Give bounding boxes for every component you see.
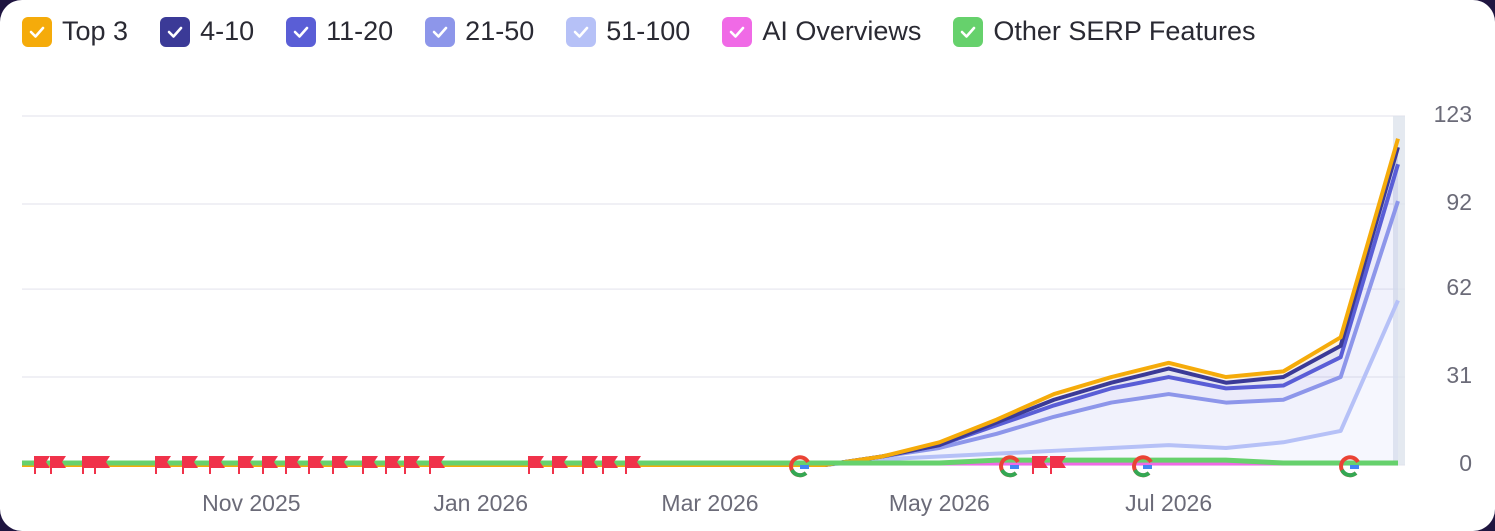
event-flag: [155, 456, 171, 474]
event-flag: [50, 456, 66, 474]
event-flag: [625, 456, 641, 474]
google-update-icon: [999, 455, 1020, 478]
y-tick-label: 31: [1446, 362, 1472, 388]
check-icon: [29, 26, 45, 38]
event-flag: [94, 456, 110, 474]
legend-item[interactable]: AI Overviews: [722, 16, 921, 47]
x-tick-label: Jul 2026: [1125, 490, 1212, 516]
x-tick-label: Mar 2026: [661, 490, 758, 516]
legend-checkbox[interactable]: [425, 16, 456, 47]
event-flag: [285, 456, 301, 474]
legend-label: 51-100: [606, 16, 691, 46]
event-flag: [1050, 456, 1066, 474]
google-update-icon: [1339, 455, 1360, 478]
event-flag: [552, 456, 568, 474]
check-icon: [167, 26, 183, 38]
event-flag: [308, 456, 324, 474]
event-flag: [582, 456, 598, 474]
legend-checkbox[interactable]: [160, 16, 191, 47]
y-tick-label: 62: [1446, 274, 1472, 300]
legend-checkbox[interactable]: [566, 16, 597, 47]
check-icon: [961, 26, 976, 38]
legend-item[interactable]: Other SERP Features: [953, 16, 1255, 47]
event-flag: [404, 456, 420, 474]
legend-label: 4-10: [200, 16, 255, 46]
google-arc: [1000, 468, 1018, 478]
legend-label: AI Overviews: [762, 16, 922, 46]
google-arc: [1133, 468, 1151, 478]
legend-item[interactable]: 21-50: [425, 16, 534, 47]
legend-checkbox[interactable]: [286, 16, 317, 47]
event-flag: [362, 456, 378, 474]
x-tick-label: Nov 2025: [202, 490, 300, 516]
event-flag: [238, 456, 254, 474]
y-tick-label: 123: [1434, 101, 1472, 127]
event-flag: [429, 456, 445, 474]
event-flag: [182, 456, 198, 474]
legend: Top 3 4-10 11-20 21-50 51-100 AI Overviews Oth…: [22, 16, 1255, 47]
area-fill: [22, 201, 1398, 465]
legend-item[interactable]: 11-20: [286, 16, 393, 47]
y-tick-label: 0: [1459, 450, 1472, 476]
check-icon: [432, 26, 448, 38]
legend-item[interactable]: 4-10: [160, 16, 254, 47]
event-flag: [528, 456, 544, 474]
check-icon: [573, 26, 589, 38]
x-tick-label: May 2026: [889, 490, 990, 516]
check-icon: [293, 26, 309, 38]
legend-label: 21-50: [465, 16, 535, 46]
google-arc: [1340, 468, 1358, 478]
legend-item[interactable]: Top 3: [22, 16, 128, 47]
legend-checkbox[interactable]: [22, 16, 52, 47]
legend-label: Other SERP Features: [993, 16, 1256, 46]
check-icon: [730, 26, 745, 38]
event-flag: [209, 456, 225, 474]
legend-label: 11-20: [326, 16, 394, 46]
y-tick-label: 92: [1446, 189, 1472, 215]
area-fill: [22, 300, 1398, 465]
google-update-icon: [789, 455, 810, 478]
legend-label: Top 3: [62, 16, 129, 46]
event-flag: [332, 456, 348, 474]
google-update-icon: [1132, 455, 1153, 478]
event-flag: [385, 456, 401, 474]
google-arc: [790, 468, 808, 478]
event-flag: [34, 456, 50, 474]
legend-checkbox[interactable]: [953, 16, 984, 47]
event-flag: [262, 456, 278, 474]
event-flag: [1032, 456, 1048, 474]
legend-checkbox[interactable]: [722, 16, 753, 47]
serp-line: [22, 457, 1398, 466]
legend-item[interactable]: 51-100: [566, 16, 690, 47]
event-flag: [602, 456, 618, 474]
x-tick-label: Jan 2026: [433, 490, 528, 516]
